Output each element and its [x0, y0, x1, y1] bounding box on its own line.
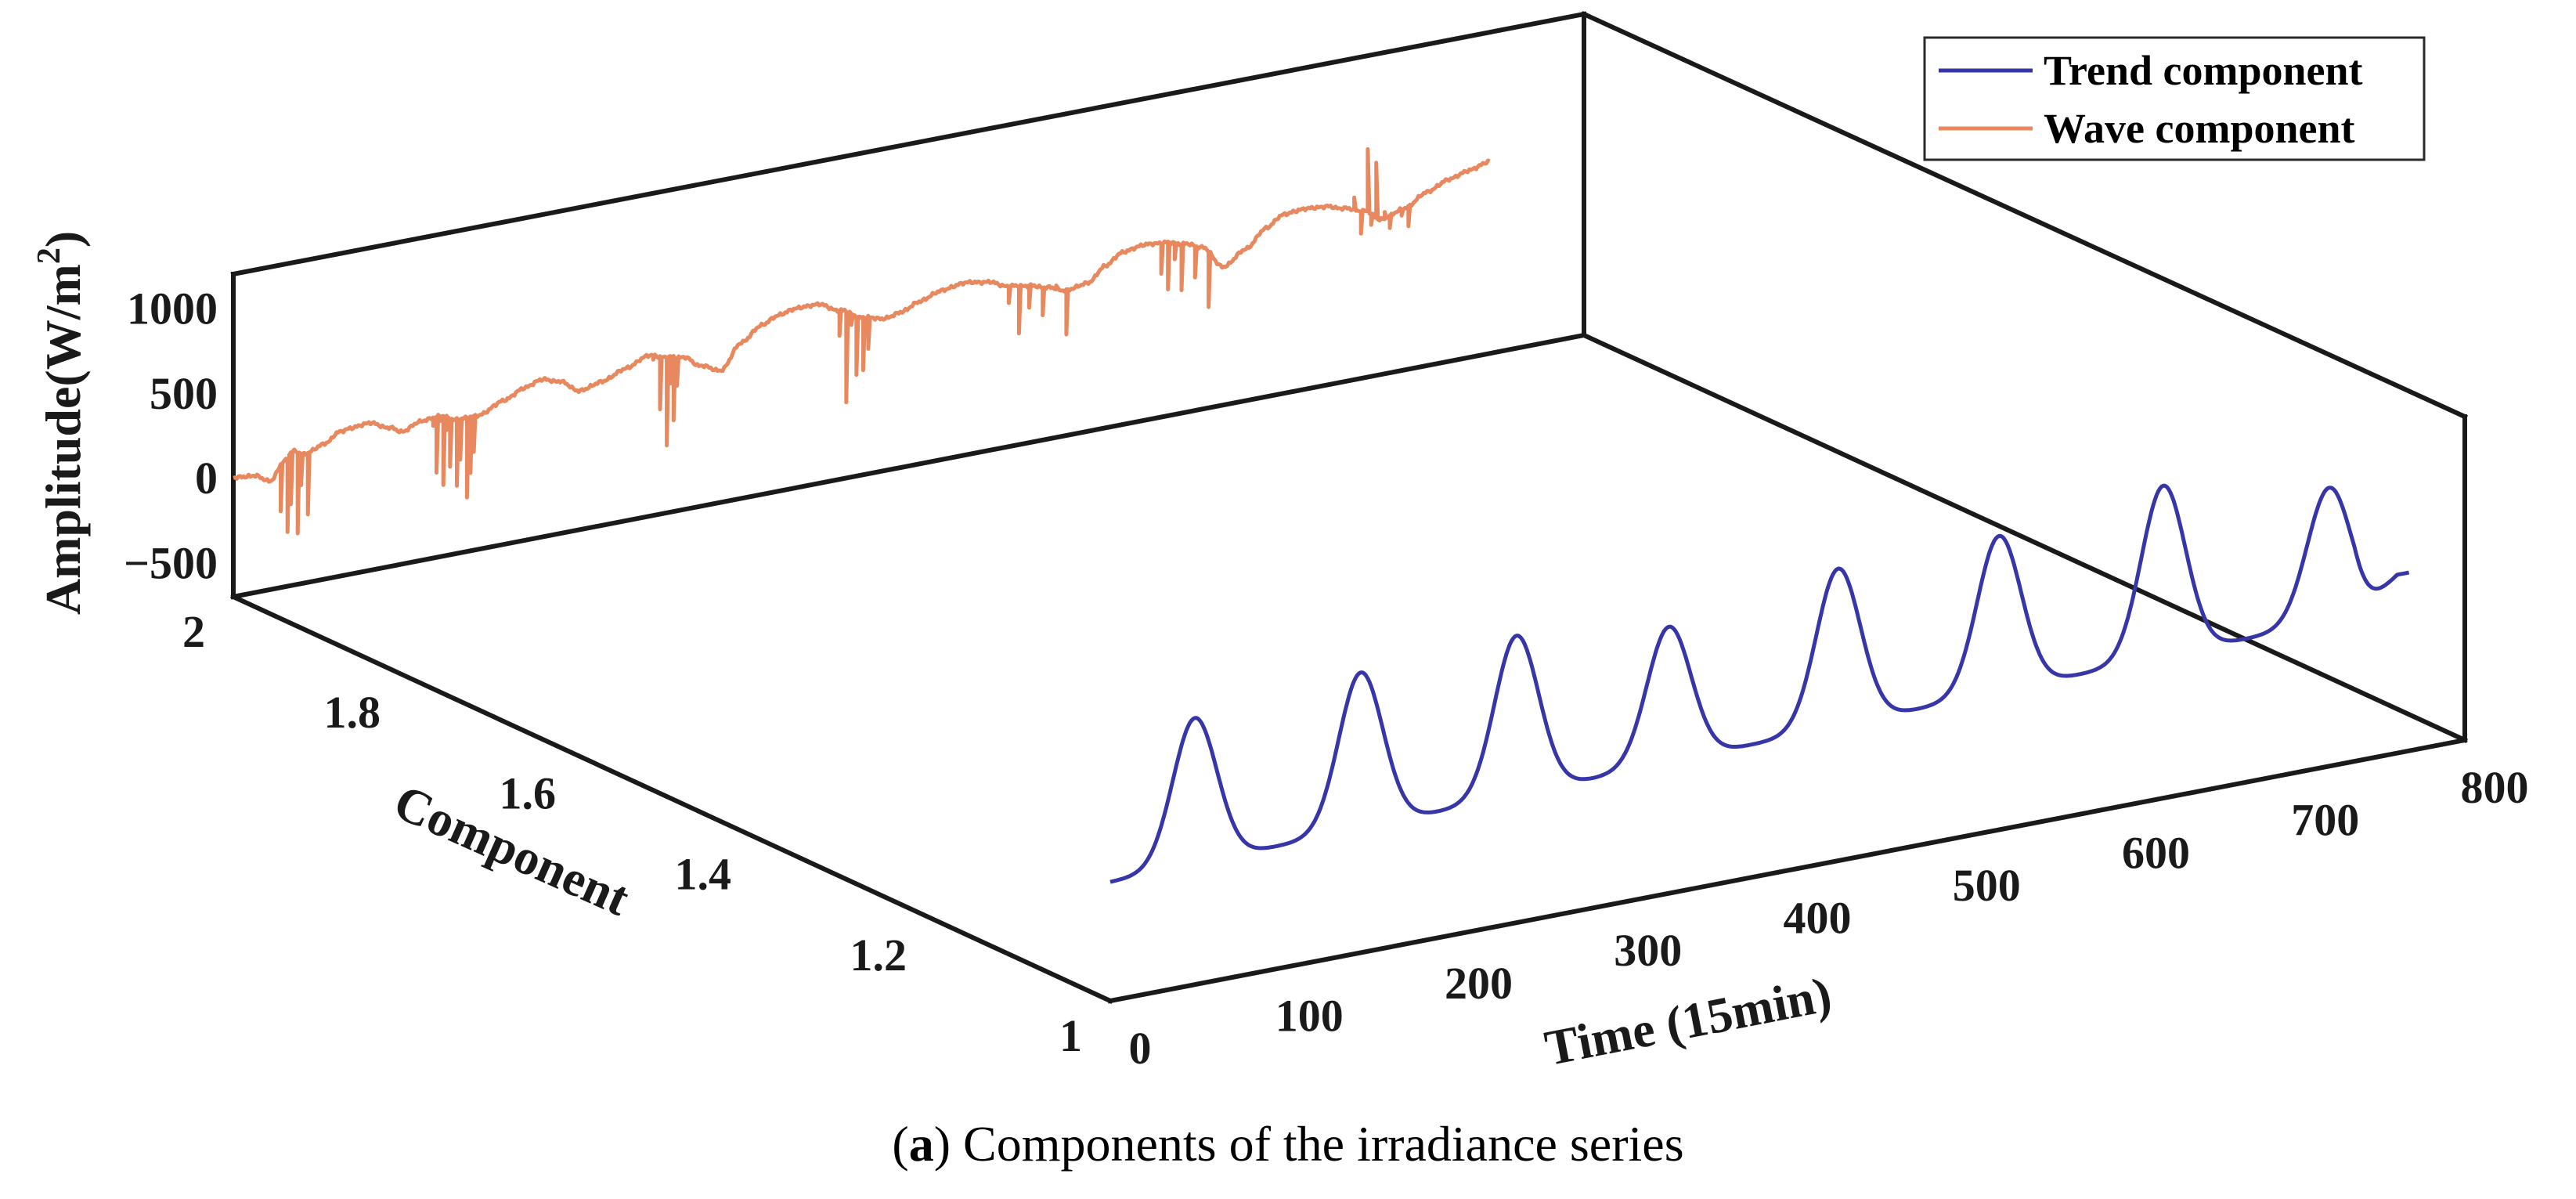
- y-tick-label: 1.6: [500, 767, 557, 818]
- caption-open-paren: (: [892, 1116, 908, 1172]
- legend-label-wave: Wave component: [2044, 105, 2355, 152]
- back-top-edge: [230, 11, 1587, 277]
- trend-component-line: [1109, 483, 2410, 884]
- z-tick-label: 500: [150, 368, 218, 419]
- caption-text: ) Components of the irradiance series: [934, 1116, 1684, 1172]
- legend-label-trend: Trend component: [2044, 47, 2363, 94]
- x-tick-label: 300: [1614, 925, 1682, 976]
- z-tick-labels: 1000 500 0 −500: [124, 283, 218, 588]
- axes-box: [230, 11, 2468, 1004]
- back-floor-edge: [230, 332, 1587, 600]
- x-tick-label: 700: [2291, 795, 2359, 846]
- x-axis-label: Time (15min): [1540, 966, 1835, 1076]
- time-axis-line: [1107, 737, 2468, 1004]
- y-tick-label: 1.8: [324, 687, 381, 738]
- x-tick-label: 200: [1445, 958, 1513, 1009]
- figure-caption: (a) Components of the irradiance series: [892, 1116, 1683, 1172]
- right-floor-edge: [1581, 332, 2468, 743]
- x-tick-label: 800: [2461, 762, 2529, 813]
- wave-component-line: [233, 146, 1491, 536]
- right-top-edge: [1581, 11, 2468, 420]
- x-tick-label: 600: [2122, 827, 2190, 878]
- z-axis-label: Amplitude(W/m2): [31, 231, 91, 615]
- x-tick-labels: 0 100 200 300 400 500 600 700 800: [1129, 762, 2529, 1074]
- legend-box: [1923, 36, 2426, 161]
- y-tick-label: 1.4: [675, 849, 732, 900]
- y-tick-labels: 1 1.2 1.4 1.6 1.8 2: [182, 606, 1082, 1061]
- y-tick-label: 2: [182, 606, 205, 657]
- z-axis-label-close: ): [35, 231, 91, 247]
- z-axis-label-main: Amplitude(W/m: [35, 264, 91, 615]
- z-tick-label: −500: [124, 538, 218, 589]
- x-tick-label: 100: [1275, 990, 1344, 1041]
- caption-label: a: [909, 1116, 934, 1172]
- x-tick-label: 500: [1953, 860, 2021, 911]
- z-tick-label: 0: [195, 453, 218, 504]
- x-tick-label: 0: [1129, 1023, 1152, 1074]
- series-layer: [233, 146, 2410, 884]
- z-axis-label-superscript: 2: [31, 247, 67, 264]
- legend: Trend component Wave component: [1923, 36, 2426, 161]
- y-tick-label: 1: [1059, 1010, 1082, 1061]
- z-tick-label: 1000: [127, 283, 218, 334]
- component-axis-line: [230, 594, 1113, 1004]
- y-tick-label: 1.2: [850, 930, 907, 981]
- x-tick-label: 400: [1784, 893, 1852, 944]
